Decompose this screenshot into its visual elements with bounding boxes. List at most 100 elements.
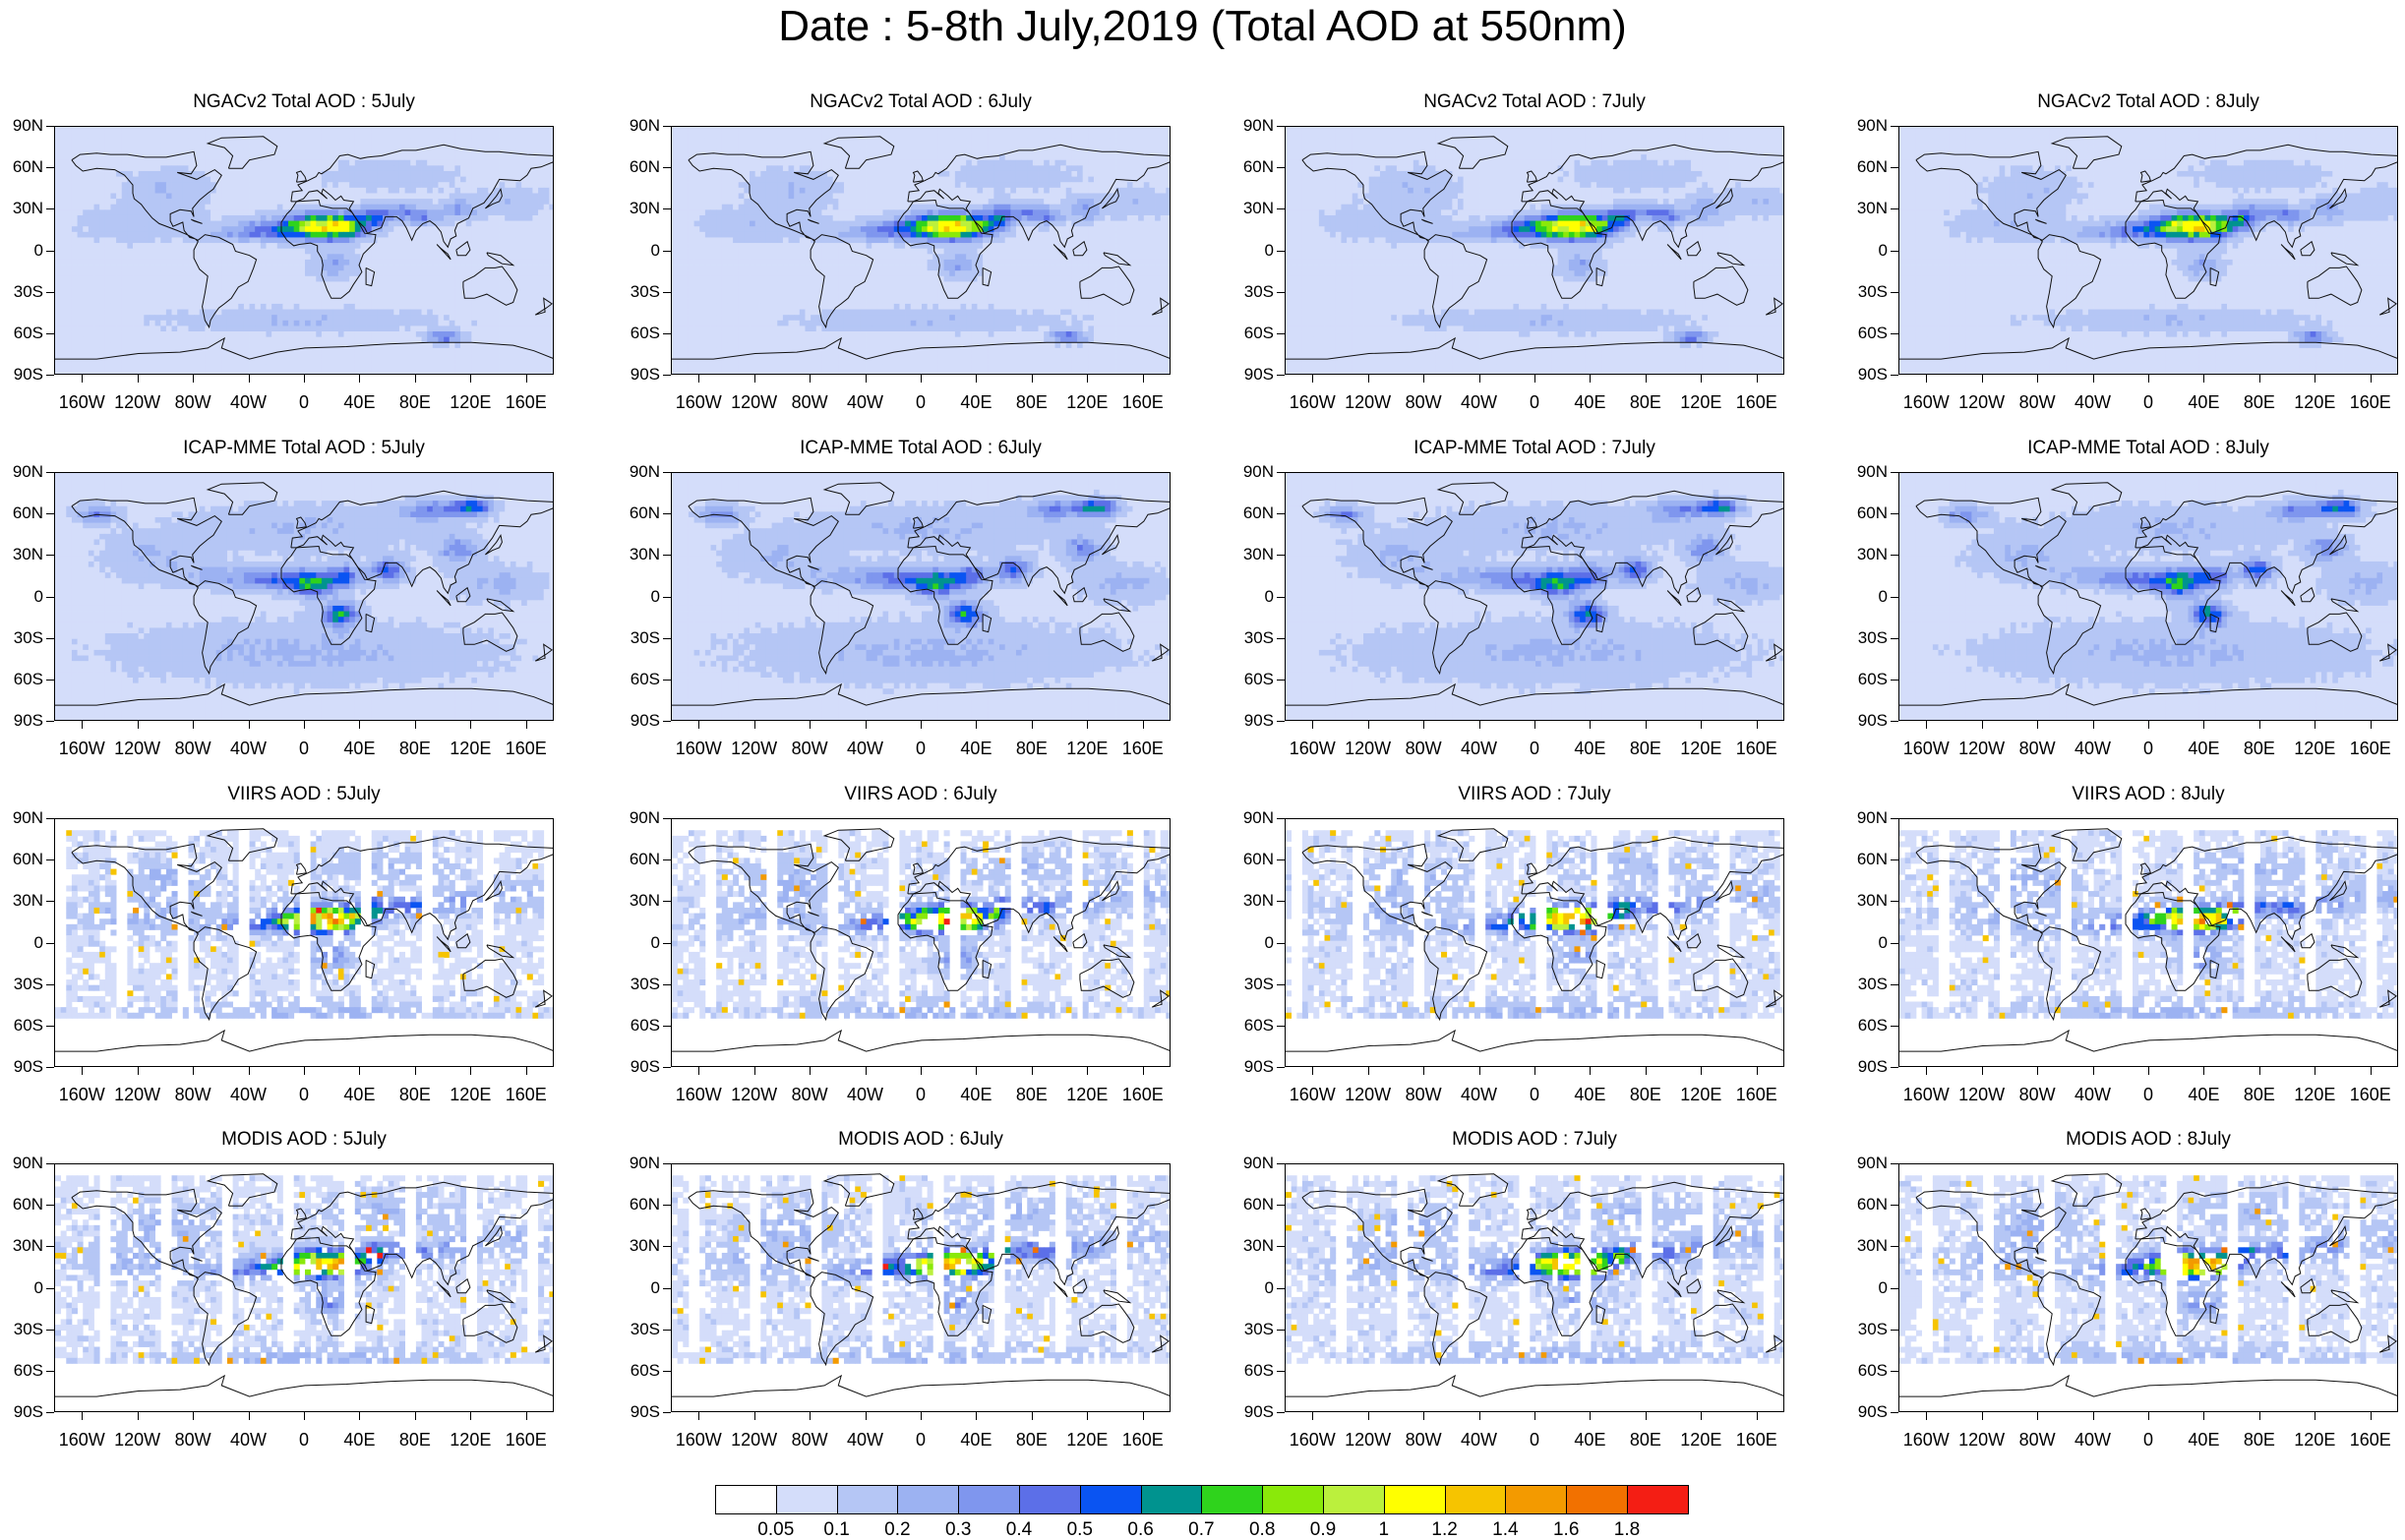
lon-tick [526,1412,527,1420]
lon-tick-label: 160W [1896,739,1955,758]
colorbar-swatch [1080,1485,1142,1514]
lat-tick [663,333,671,334]
colorbar-label: 0.05 [752,1520,801,1540]
lat-tick [663,1288,671,1289]
lon-tick [82,1067,83,1075]
lon-tick [359,1412,360,1420]
lat-tick [46,943,54,944]
lat-tick [1277,292,1285,293]
colorbar-swatch [1445,1485,1507,1514]
lon-tick [2037,1412,2038,1420]
lat-tick [46,1330,54,1331]
lon-tick [249,721,250,729]
lon-tick [1590,1412,1591,1420]
lon-tick [2093,1412,2094,1420]
lat-tick-label: 90S [617,366,660,384]
lon-tick-label: 40W [1450,392,1509,412]
lat-tick [1891,251,1898,252]
coastline [1286,1376,1784,1396]
lon-tick-label: 120E [2285,1430,2344,1450]
lon-tick-label: 160W [1896,1085,1955,1104]
lon-tick-label: 80W [1394,1085,1453,1104]
lon-tick-label: 40E [2174,1430,2233,1450]
lon-tick [754,1067,755,1075]
lon-tick [1701,1067,1702,1075]
lat-tick [1277,126,1285,127]
lon-tick [1757,721,1758,729]
lon-tick [359,1067,360,1075]
lat-tick-label: 60S [617,1017,660,1035]
lat-tick-label: 90N [617,809,660,827]
lon-tick [1757,1067,1758,1075]
lat-tick [1891,680,1898,681]
lat-tick-label: 30S [1231,283,1274,301]
lon-tick [249,1067,250,1075]
map-frame [54,126,554,375]
aod-field [1899,127,2398,375]
lat-tick [663,597,671,598]
lat-tick-label: 60S [1231,1362,1274,1380]
lon-tick-label: 160E [497,392,556,412]
lon-tick-label: 120E [441,1430,500,1450]
lat-tick-label: 90N [617,1155,660,1172]
lat-tick [1277,1246,1285,1247]
lon-tick-label: 40W [836,1430,895,1450]
lat-tick-label: 0 [1231,242,1274,260]
lon-tick-label: 80W [780,392,839,412]
lat-tick-label: 90N [0,1155,43,1172]
lat-tick [663,1205,671,1206]
lat-tick-label: 60S [0,1017,43,1035]
lon-tick-label: 0 [274,739,333,758]
lat-tick [1891,1163,1898,1164]
lat-tick [1277,555,1285,556]
lat-tick [663,208,671,209]
lon-tick [2259,721,2260,729]
colorbar-swatch [1141,1485,1203,1514]
lon-tick [2203,1412,2204,1420]
panel-title: MODIS AOD : 8July [1898,1128,2398,1152]
map-frame [54,1163,554,1412]
lon-tick-label: 160E [497,1085,556,1104]
colorbar-swatch [897,1485,959,1514]
lon-tick [976,1067,977,1075]
lon-tick-label: 40W [1450,739,1509,758]
lon-tick [1757,375,1758,383]
colorbar-label: 0.5 [1055,1520,1105,1540]
lat-tick [663,984,671,985]
lon-tick [1143,721,1144,729]
lon-tick [1590,1067,1591,1075]
lat-tick [46,1288,54,1289]
coastline [55,1376,554,1396]
aod-field [672,127,1171,375]
panel-title: MODIS AOD : 5July [54,1128,554,1152]
lon-tick [1982,375,1983,383]
aod-field [55,473,554,721]
lat-tick-label: 90N [0,117,43,135]
lon-tick-label: 80W [163,392,222,412]
lat-tick-label: 90S [0,1058,43,1076]
lon-tick [1032,1067,1033,1075]
lat-tick-label: 60N [0,851,43,868]
lon-tick-label: 80W [1394,1430,1453,1450]
lat-tick [46,1205,54,1206]
lat-tick-label: 30N [0,200,43,217]
lon-tick [82,375,83,383]
map-frame [54,472,554,721]
lat-tick-label: 60S [617,325,660,342]
panel-title: NGACv2 Total AOD : 7July [1285,90,1784,114]
lat-tick-label: 0 [617,588,660,606]
lon-tick-label: 80W [163,739,222,758]
lon-tick [1087,375,1088,383]
lon-tick-label: 120E [2285,739,2344,758]
lon-tick-label: 160E [1727,739,1786,758]
lat-tick [1891,597,1898,598]
lat-tick-label: 60S [1231,1017,1274,1035]
lon-tick [866,375,867,383]
lat-tick-label: 60S [1231,671,1274,688]
map-frame [1285,126,1784,375]
lon-tick-label: 0 [274,1430,333,1450]
lon-tick [1087,1067,1088,1075]
aod-field [1899,1164,2398,1412]
lon-tick-label: 120E [1057,1430,1116,1450]
lon-tick-label: 160W [1896,392,1955,412]
